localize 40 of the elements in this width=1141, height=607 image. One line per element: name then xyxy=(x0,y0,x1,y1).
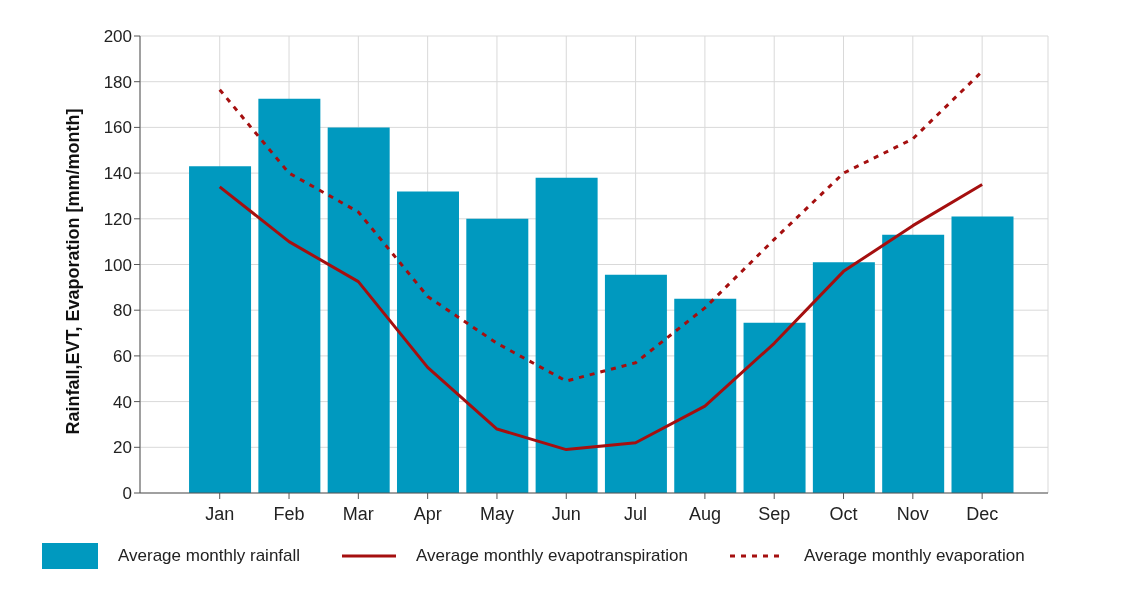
x-tick-label: Jan xyxy=(205,503,235,524)
x-tick-label: Sep xyxy=(758,503,791,524)
y-tick-label: 120 xyxy=(103,209,132,229)
bar xyxy=(674,298,737,493)
x-tick-label: Mar xyxy=(342,503,374,524)
x-tick-label: Aug xyxy=(688,503,721,524)
bar xyxy=(396,191,459,493)
y-axis-title: Rainfall,EVT, Evaporation [mm/month] xyxy=(63,108,84,435)
bar xyxy=(604,274,667,493)
y-tick-label: 200 xyxy=(103,27,132,47)
bar xyxy=(812,262,875,493)
x-tick-label: May xyxy=(479,503,514,524)
y-tick-label: 180 xyxy=(103,72,132,92)
y-tick-label: 20 xyxy=(113,438,132,458)
bar xyxy=(951,216,1014,493)
bar xyxy=(327,127,390,493)
x-tick-label: Jul xyxy=(624,503,648,524)
y-tick-label: 160 xyxy=(103,118,132,138)
bar xyxy=(466,218,529,493)
x-tick-label: Feb xyxy=(273,503,305,524)
x-tick-label: Oct xyxy=(829,503,858,524)
x-tick-label: Dec xyxy=(966,503,999,524)
x-tick-label: Jun xyxy=(551,503,581,524)
bar xyxy=(258,98,321,493)
y-tick-label: 60 xyxy=(113,346,132,366)
bar xyxy=(743,322,806,493)
bar xyxy=(535,177,598,493)
y-tick-label: 140 xyxy=(103,164,132,184)
y-tick-label: 0 xyxy=(122,484,132,504)
legend-label: Average monthly evapotranspiration xyxy=(416,546,688,566)
bar xyxy=(189,166,252,493)
line-series xyxy=(218,183,984,452)
legend-label: Average monthly evaporation xyxy=(803,546,1025,566)
x-tick-label: Nov xyxy=(896,503,929,524)
x-tick-label: Apr xyxy=(413,503,442,524)
y-tick-label: 80 xyxy=(113,301,132,321)
y-tick-label: 40 xyxy=(113,392,132,412)
y-tick-label: 100 xyxy=(103,255,132,275)
bar xyxy=(882,234,945,493)
legend-label: Average monthly rainfall xyxy=(118,546,301,566)
